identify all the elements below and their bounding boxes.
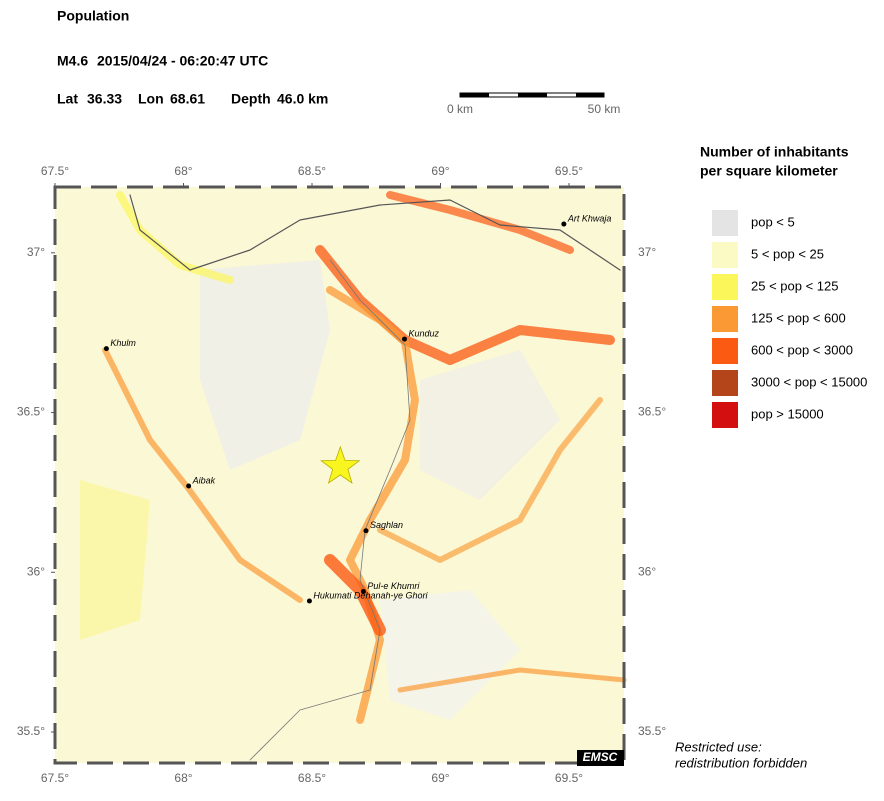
lat: 36.33 (87, 91, 122, 107)
y-tick-label: 36.5° (17, 405, 45, 419)
city-dot (360, 588, 366, 594)
y-tick-label: 37° (638, 245, 656, 259)
legend-swatch (712, 306, 738, 332)
legend-title: Number of inhabitants (700, 144, 849, 160)
credit: EMSC (583, 750, 618, 764)
y-tick-label: 35.5° (17, 724, 45, 738)
legend-swatch (712, 210, 738, 236)
x-tick-label: 69.5° (555, 771, 583, 785)
note: redistribution forbidden (675, 755, 807, 770)
magnitude: M4.6 (57, 53, 88, 69)
legend-label: 3000 < pop < 15000 (751, 374, 867, 389)
x-tick-label: 68.5° (298, 771, 326, 785)
x-tick-label: 69° (431, 771, 449, 785)
credit-box (577, 750, 624, 766)
legend-swatch (712, 338, 738, 364)
legend-swatch (712, 274, 738, 300)
legend-label: 600 < pop < 3000 (751, 342, 853, 357)
city-dot (306, 598, 312, 604)
legend-label: 125 < pop < 600 (751, 310, 846, 325)
legend-title: per square kilometer (700, 163, 838, 179)
city-label: Khulm (110, 338, 136, 348)
legend-swatch (712, 370, 738, 396)
x-tick-label: 69.5° (555, 164, 583, 178)
city-label: Art Khwaja (567, 213, 612, 223)
scale-bar (459, 92, 605, 98)
city-label: Aibak (192, 475, 216, 485)
note: Restricted use: (675, 739, 762, 754)
scale-start: 0 km (447, 102, 473, 116)
city-label: Kunduz (409, 328, 440, 338)
lon: 68.61 (170, 91, 205, 107)
city-label: Saghlan (370, 520, 403, 530)
title: Population (57, 8, 129, 24)
city-dot (186, 483, 192, 489)
legend-label: 5 < pop < 25 (751, 246, 824, 261)
y-tick-label: 36° (638, 564, 656, 578)
x-tick-label: 68° (174, 164, 192, 178)
x-tick-label: 68° (174, 771, 192, 785)
legend-label: pop > 15000 (751, 406, 824, 421)
x-tick-label: 69° (431, 164, 449, 178)
legend-swatch (712, 402, 738, 428)
city-dot (561, 221, 567, 227)
city-label: Pul-e Khumri (367, 581, 420, 591)
lon-label: Lon (138, 91, 164, 107)
city-dot (402, 336, 408, 342)
y-tick-label: 35.5° (638, 724, 666, 738)
x-tick-label: 67.5° (41, 771, 69, 785)
epicenter (320, 445, 361, 484)
city-dot (363, 528, 369, 534)
y-tick-label: 37° (27, 245, 45, 259)
y-tick-label: 36.5° (638, 405, 666, 419)
datetime: 2015/04/24 - 06:20:47 UTC (97, 53, 268, 69)
legend-swatch (712, 242, 738, 268)
city-label: Hukumati Dehanah-ye Ghori (313, 590, 428, 600)
legend-label: 25 < pop < 125 (751, 278, 838, 293)
y-tick-label: 36° (27, 564, 45, 578)
x-tick-label: 67.5° (41, 164, 69, 178)
legend-label: pop < 5 (751, 214, 795, 229)
depth: 46.0 km (277, 91, 328, 107)
lat-label: Lat (57, 91, 78, 107)
map-frame (53, 185, 626, 765)
depth-label: Depth (231, 91, 271, 107)
x-tick-label: 68.5° (298, 164, 326, 178)
city-dot (103, 346, 109, 352)
scale-end: 50 km (588, 102, 621, 116)
